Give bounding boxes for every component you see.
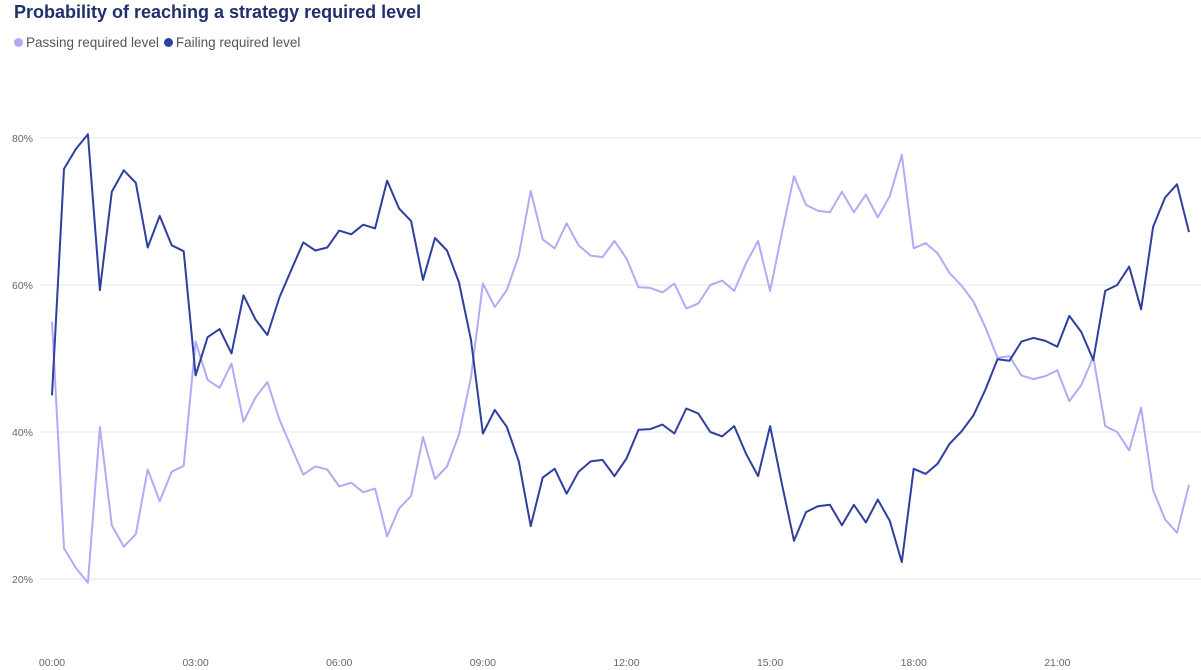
gridlines (40, 137, 1201, 580)
x-axis-tick-labels: 00:00 03:00 06:00 09:00 12:00 15:00 18:00 21:00 (39, 657, 1071, 669)
legend: Passing required level Failing required … (14, 35, 305, 50)
series-line-passing[interactable] (51, 153, 1190, 584)
legend-marker-passing (14, 38, 23, 47)
x-tick-label: 06:00 (326, 657, 352, 669)
y-tick-label: 40% (12, 427, 33, 439)
x-tick-label: 03:00 (182, 657, 208, 669)
y-tick-label: 80% (12, 133, 33, 145)
legend-label-failing: Failing required level (175, 35, 301, 50)
legend-label-passing: Passing required level (26, 35, 159, 50)
x-tick-label: 15:00 (757, 657, 783, 669)
x-tick-label: 18:00 (901, 657, 927, 669)
series-line-failing[interactable] (51, 133, 1190, 564)
x-tick-label: 21:00 (1044, 657, 1070, 669)
chart-title: Probability of reaching a strategy requi… (14, 2, 422, 22)
y-axis-tick-labels: 20% 40% 60% 80% (12, 133, 33, 586)
y-tick-label: 20% (12, 574, 33, 586)
x-tick-label: 09:00 (470, 657, 496, 669)
x-tick-label: 00:00 (39, 657, 65, 669)
y-tick-label: 60% (12, 280, 33, 292)
x-tick-label: 12:00 (613, 657, 639, 669)
legend-item-failing[interactable]: Failing required level (163, 35, 301, 50)
legend-marker-failing (163, 38, 173, 47)
legend-item-passing[interactable]: Passing required level (14, 35, 159, 50)
series-lines (51, 133, 1190, 584)
